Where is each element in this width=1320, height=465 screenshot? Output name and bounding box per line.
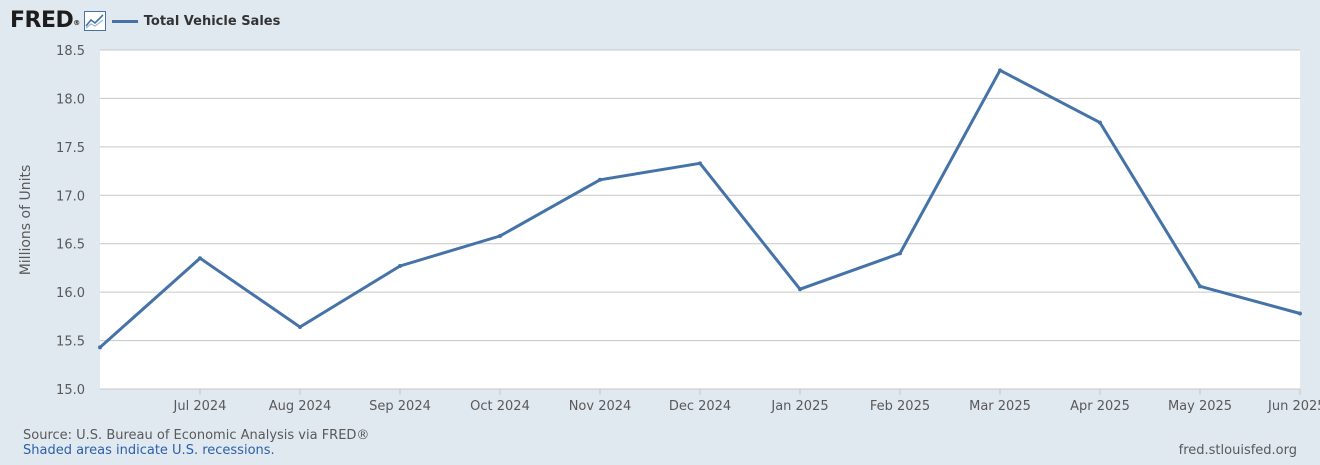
line-chart-icon[interactable] — [83, 11, 106, 31]
y-tick-label: 18.0 — [56, 92, 85, 107]
x-axis-ticks: Jul 2024 Aug 2024 Sep 2024 Oct 2024 Nov 2024… — [173, 389, 1320, 414]
y-axis-label: Millions of Units — [18, 165, 34, 276]
x-tick-label: May 2025 — [1168, 399, 1232, 414]
data-point[interactable] — [898, 251, 902, 256]
data-point[interactable] — [198, 256, 202, 261]
y-tick-label: 15.5 — [56, 335, 85, 350]
x-tick-label: Mar 2025 — [969, 399, 1031, 414]
fred-logo[interactable]: FRED® — [10, 8, 80, 33]
x-tick-label: Aug 2024 — [269, 399, 332, 414]
x-tick-label: Jun 2025 — [1267, 399, 1320, 414]
data-point[interactable] — [998, 68, 1002, 73]
source-text: Source: U.S. Bureau of Economic Analysis… — [23, 428, 370, 443]
legend-label: Total Vehicle Sales — [143, 13, 281, 29]
data-point[interactable] — [1098, 120, 1102, 125]
y-tick-label: 17.0 — [56, 189, 85, 204]
y-axis-ticks: 15.0 15.5 16.0 16.5 17.0 17.5 18.0 18.5 — [56, 44, 85, 398]
gridlines — [100, 49, 1300, 390]
data-point[interactable] — [98, 345, 102, 350]
x-tick-label: Sep 2024 — [369, 399, 431, 414]
footer-source: Source: U.S. Bureau of Economic Analysis… — [23, 428, 369, 458]
data-point[interactable] — [1298, 311, 1302, 316]
y-tick-label: 17.5 — [56, 141, 85, 156]
y-tick-label: 16.5 — [56, 238, 85, 253]
recession-note[interactable]: Shaded areas indicate U.S. recessions. — [23, 443, 275, 458]
data-point[interactable] — [1198, 284, 1202, 289]
x-tick-label: Jul 2024 — [173, 399, 227, 414]
chart-header: FRED® Total Vehicle Sales — [10, 6, 280, 36]
legend-swatch — [111, 19, 138, 23]
legend: Total Vehicle Sales — [111, 13, 281, 29]
plot-area — [100, 50, 1300, 389]
data-point[interactable] — [698, 161, 702, 166]
x-tick-label: Dec 2024 — [669, 399, 731, 414]
data-point[interactable] — [298, 325, 302, 330]
data-point[interactable] — [398, 263, 402, 268]
footer-site[interactable]: fred.stlouisfed.org — [1178, 443, 1297, 458]
y-tick-label: 15.0 — [56, 383, 85, 398]
data-point[interactable] — [598, 177, 602, 182]
x-tick-label: Jan 2025 — [770, 399, 828, 414]
series-total-vehicle-sales — [98, 68, 1302, 350]
x-tick-label: Apr 2025 — [1070, 399, 1130, 414]
x-tick-label: Nov 2024 — [569, 399, 632, 414]
x-tick-label: Feb 2025 — [870, 399, 930, 414]
x-tick-label: Oct 2024 — [470, 399, 530, 414]
data-point[interactable] — [798, 287, 802, 292]
y-tick-label: 18.5 — [56, 44, 85, 59]
y-tick-label: 16.0 — [56, 286, 85, 301]
data-point[interactable] — [498, 233, 502, 238]
